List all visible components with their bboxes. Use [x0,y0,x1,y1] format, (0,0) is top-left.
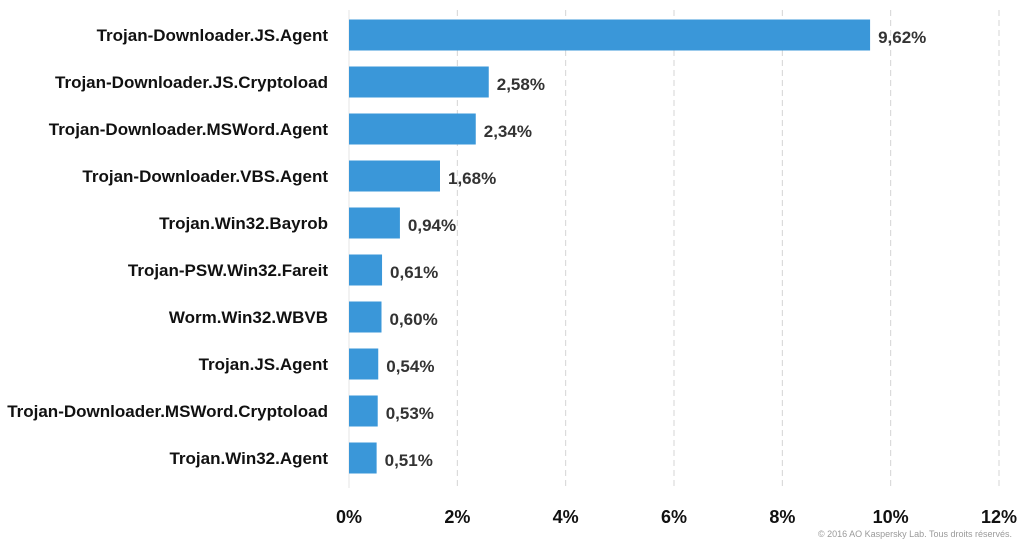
bar [349,113,476,145]
category-label: Trojan.Win32.Bayrob [159,214,328,233]
x-tick-label: 6% [661,507,687,527]
x-tick-label: 4% [553,507,579,527]
category-labels: Trojan-Downloader.JS.Agent Trojan-Downloa… [7,26,328,468]
value-label: 0,60% [390,310,438,329]
value-label: 0,54% [386,357,434,376]
value-label: 2,34% [484,122,532,141]
bar [349,160,440,192]
category-label: Trojan-Downloader.JS.Agent [97,26,329,45]
bar [349,348,379,380]
bar [349,395,378,427]
bars [349,19,871,474]
value-label: 9,62% [878,28,926,47]
category-label: Trojan-Downloader.JS.Cryptoload [55,73,328,92]
x-tick-label: 0% [336,507,362,527]
bar [349,301,382,333]
value-label: 0,61% [390,263,438,282]
bar [349,442,377,474]
x-tick-label: 12% [981,507,1017,527]
bar [349,254,383,286]
bar [349,207,400,239]
category-label: Trojan-Downloader.MSWord.Agent [49,120,329,139]
category-label: Trojan.Win32.Agent [169,449,328,468]
value-label: 2,58% [497,75,545,94]
category-label: Trojan-Downloader.VBS.Agent [82,167,328,186]
category-label: Trojan-PSW.Win32.Fareit [128,261,328,280]
value-label: 1,68% [448,169,496,188]
value-labels: 9,62% 2,58% 2,34% 1,68% 0,94% 0,61% 0,60% 0,54%… [385,28,927,470]
x-tick-label: 8% [769,507,795,527]
copyright-notice: © 2016 AO Kaspersky Lab. Tous droits rés… [817,529,1012,539]
category-label: Trojan.JS.Agent [199,355,329,374]
bar [349,66,489,98]
x-tick-label: 10% [873,507,909,527]
category-label: Worm.Win32.WBVB [169,308,328,327]
bar [349,19,871,51]
value-label: 0,53% [386,404,434,423]
value-label: 0,51% [385,451,433,470]
x-tick-label: 2% [444,507,470,527]
category-label: Trojan-Downloader.MSWord.Cryptoload [7,402,328,421]
value-label: 0,94% [408,216,456,235]
x-axis-ticks: 0% 2% 4% 6% 8% 10% 12% [336,507,1017,527]
